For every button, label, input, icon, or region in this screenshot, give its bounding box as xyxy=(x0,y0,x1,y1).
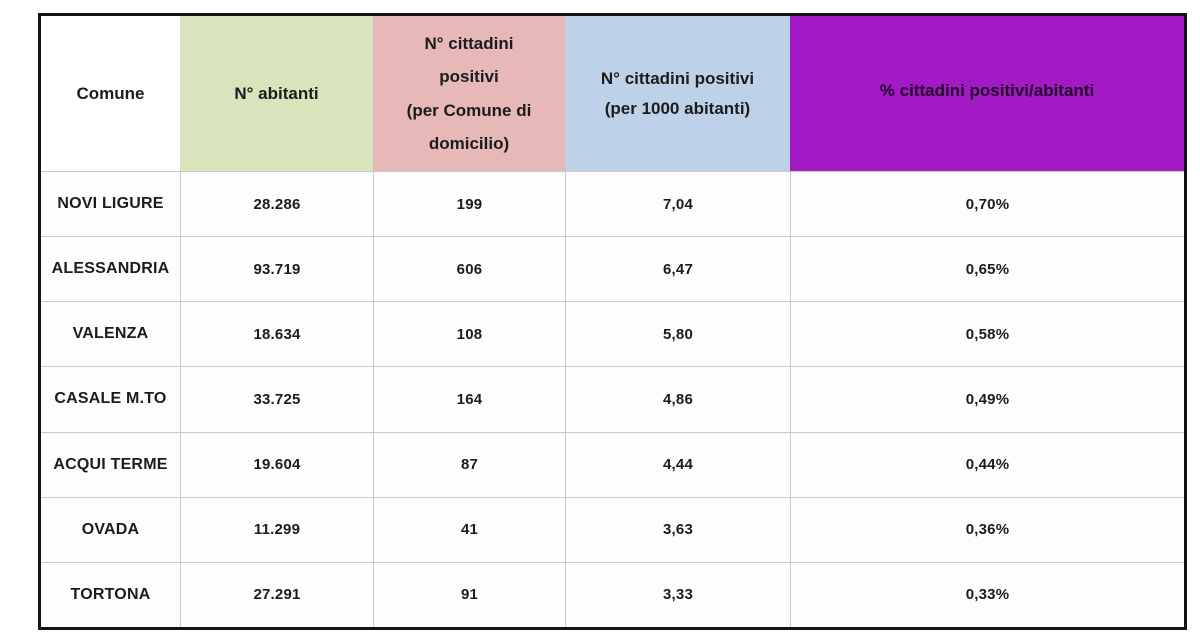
cell-per-1000: 7,04 xyxy=(565,172,790,237)
cell-comune: ACQUI TERME xyxy=(53,455,168,473)
cell-positivi: 87 xyxy=(373,432,565,497)
column-header-pct-positivi: % cittadini positivi/abitanti xyxy=(790,16,1184,171)
cell-per-1000: 6,47 xyxy=(565,237,790,302)
table-row: TORTONA 27.291 91 3,33 0,33% xyxy=(41,561,1184,627)
column-header-abitanti: N° abitanti xyxy=(180,16,373,171)
column-header-positivi-per-1000: N° cittadini positivi (per 1000 abitanti… xyxy=(565,16,790,171)
cell-abitanti: 28.286 xyxy=(180,172,373,237)
cell-positivi: 199 xyxy=(373,172,565,237)
cell-pct: 0,44% xyxy=(790,432,1184,497)
cell-pct: 0,49% xyxy=(790,367,1184,432)
cell-abitanti: 93.719 xyxy=(180,237,373,302)
table-row: ACQUI TERME 19.604 87 4,44 0,44% xyxy=(41,431,1184,497)
table-header-row: Comune N° abitanti N° cittadini positivi… xyxy=(41,16,1184,171)
table-row: CASALE M.TO 33.725 164 4,86 0,49% xyxy=(41,366,1184,432)
cell-comune: NOVI LIGURE xyxy=(57,195,164,213)
table-row: VALENZA 18.634 108 5,80 0,58% xyxy=(41,301,1184,367)
cell-positivi: 164 xyxy=(373,367,565,432)
cell-comune: OVADA xyxy=(81,520,140,538)
cell-pct: 0,65% xyxy=(790,237,1184,302)
cell-pct: 0,58% xyxy=(790,302,1184,367)
cell-comune: ALESSANDRIA xyxy=(51,260,170,278)
data-table: Comune N° abitanti N° cittadini positivi… xyxy=(38,13,1187,630)
cell-per-1000: 3,33 xyxy=(565,562,790,627)
cell-comune: VALENZA xyxy=(72,325,149,343)
column-header-positivi-domicilio: N° cittadini positivi (per Comune di dom… xyxy=(373,16,565,171)
column-header-comune: Comune xyxy=(41,16,180,171)
table-row: OVADA 11.299 41 3,63 0,36% xyxy=(41,496,1184,562)
cell-pct: 0,33% xyxy=(790,562,1184,627)
cell-comune: TORTONA xyxy=(70,585,151,603)
cell-per-1000: 4,86 xyxy=(565,367,790,432)
table-row: ALESSANDRIA 93.719 606 6,47 0,65% xyxy=(41,236,1184,302)
cell-per-1000: 5,80 xyxy=(565,302,790,367)
cell-per-1000: 3,63 xyxy=(565,497,790,562)
cell-abitanti: 18.634 xyxy=(180,302,373,367)
cell-positivi: 606 xyxy=(373,237,565,302)
cell-per-1000: 4,44 xyxy=(565,432,790,497)
cell-positivi: 108 xyxy=(373,302,565,367)
cell-comune: CASALE M.TO xyxy=(54,390,167,408)
cell-abitanti: 33.725 xyxy=(180,367,373,432)
cell-positivi: 41 xyxy=(373,497,565,562)
cell-pct: 0,36% xyxy=(790,497,1184,562)
cell-positivi: 91 xyxy=(373,562,565,627)
cell-abitanti: 11.299 xyxy=(180,497,373,562)
table-row: NOVI LIGURE 28.286 199 7,04 0,70% xyxy=(41,171,1184,237)
cell-pct: 0,70% xyxy=(790,172,1184,237)
cell-abitanti: 27.291 xyxy=(180,562,373,627)
cell-abitanti: 19.604 xyxy=(180,432,373,497)
